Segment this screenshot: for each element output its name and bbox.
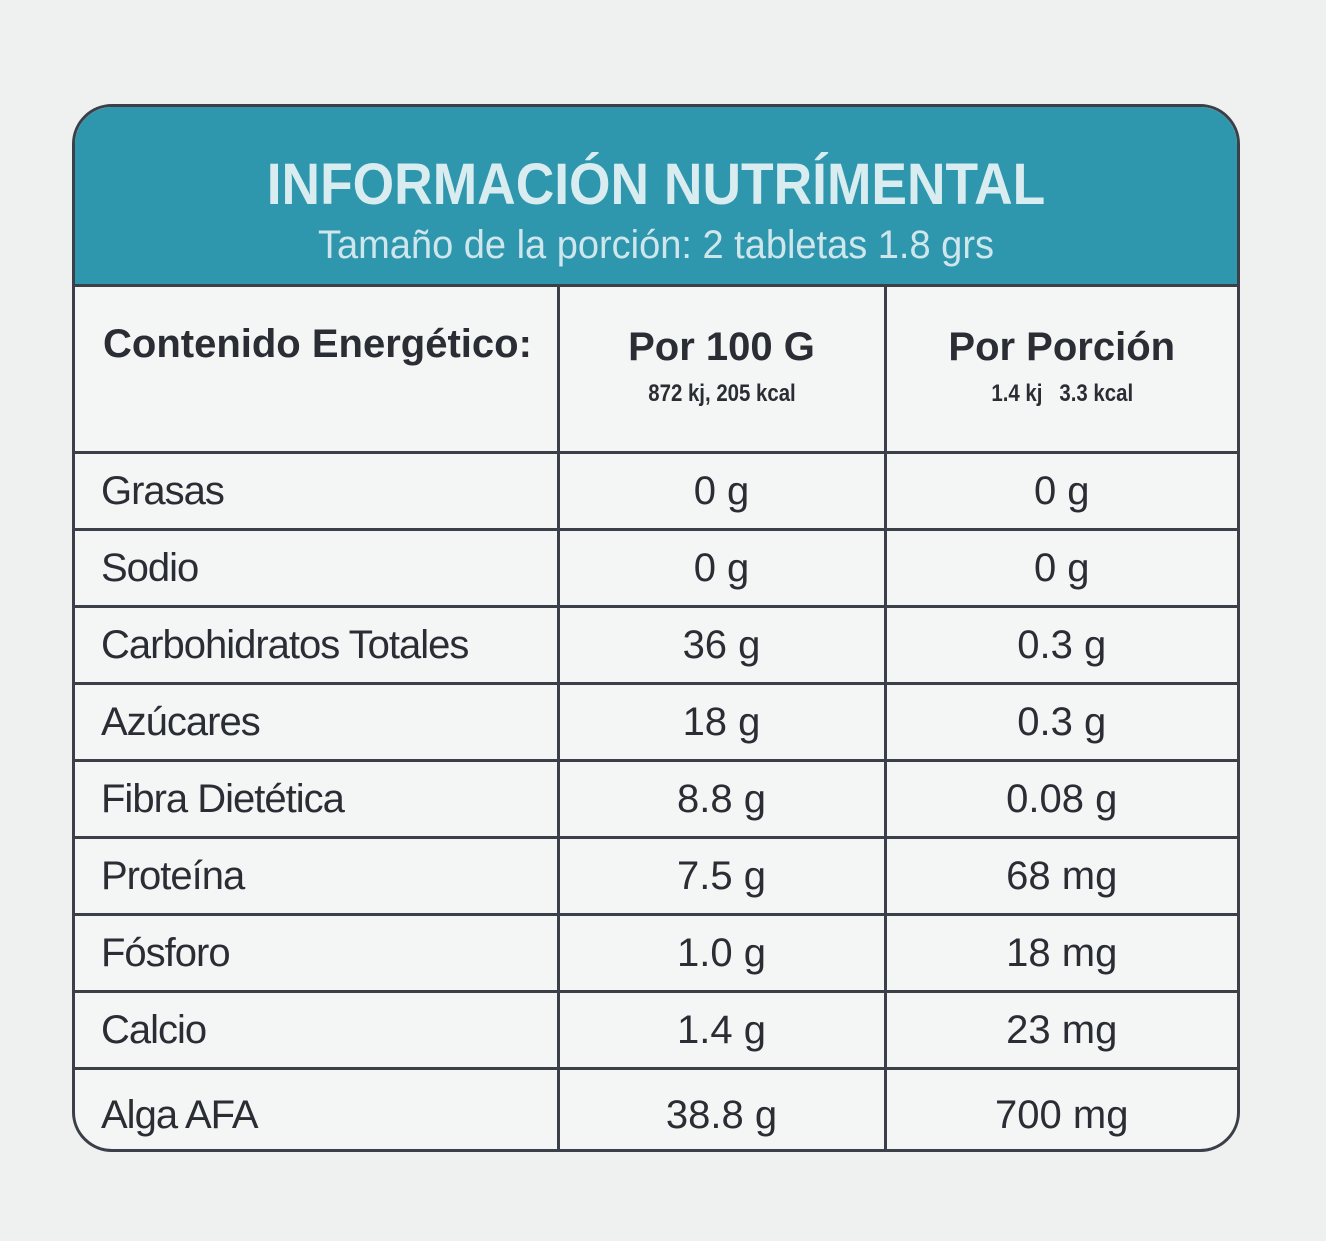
per100-value: 8.8 g [556, 759, 887, 839]
perserving-value: 18 mg [883, 913, 1237, 993]
nutrient-name: Proteína [75, 836, 560, 916]
perserving-energy: 1.4 kj 3.3 kcal [990, 380, 1133, 407]
per100-value: 1.0 g [556, 913, 887, 993]
nutrient-name: Alga AFA [75, 1067, 560, 1149]
per100-value: 1.4 g [556, 990, 887, 1070]
nutrient-name: Fibra Dietética [75, 759, 560, 839]
serving-size: Tamaño de la porción: 2 tabletas 1.8 grs [318, 223, 994, 267]
per100-energy: 872 kj, 205 kcal [647, 380, 796, 407]
per100-value: 18 g [556, 682, 887, 762]
per100-value: 7.5 g [556, 836, 887, 916]
label-header: INFORMACIÓN NUTRÍMENTAL Tamaño de la por… [75, 107, 1237, 287]
nutrient-name: Carbohidratos Totales [75, 605, 560, 685]
nutrition-label: INFORMACIÓN NUTRÍMENTAL Tamaño de la por… [72, 104, 1240, 1152]
nutrient-name: Azúcares [75, 682, 560, 762]
nutrient-name: Calcio [75, 990, 560, 1070]
per100-value: 0 g [556, 528, 887, 608]
perserving-value: 0.08 g [883, 759, 1237, 839]
perserving-value: 0 g [883, 528, 1237, 608]
table-row: Azúcares 18 g 0.3 g [75, 682, 1237, 762]
nutrition-table: Contenido Energético: Por 100 G 872 kj, … [75, 284, 1237, 1149]
table-row: Calcio 1.4 g 23 mg [75, 990, 1237, 1070]
table-row: Proteína 7.5 g 68 mg [75, 836, 1237, 916]
table-row: Fibra Dietética 8.8 g 0.08 g [75, 759, 1237, 839]
table-row: Fósforo 1.0 g 18 mg [75, 913, 1237, 993]
per100-value: 0 g [556, 451, 887, 531]
per100-label: Por 100 G [628, 325, 815, 369]
table-row: Sodio 0 g 0 g [75, 528, 1237, 608]
table-row: Carbohidratos Totales 36 g 0.3 g [75, 605, 1237, 685]
label-title: INFORMACIÓN NUTRÍMENTAL [266, 152, 1046, 217]
perserving-value: 700 mg [883, 1067, 1237, 1149]
nutrient-name: Sodio [75, 528, 560, 608]
per100-header: Por 100 G 872 kj, 205 kcal [556, 284, 887, 454]
perserving-value: 0 g [883, 451, 1237, 531]
table-header-row: Contenido Energético: Por 100 G 872 kj, … [75, 284, 1237, 454]
per100-value: 38.8 g [556, 1067, 887, 1149]
nutrient-name: Grasas [75, 451, 560, 531]
per100-value: 36 g [556, 605, 887, 685]
energy-label: Contenido Energético: [75, 284, 560, 454]
table-row: Alga AFA 38.8 g 700 mg [75, 1067, 1237, 1149]
perserving-label: Por Porción [948, 325, 1176, 369]
perserving-value: 0.3 g [883, 682, 1237, 762]
nutrient-name: Fósforo [75, 913, 560, 993]
perserving-header: Por Porción 1.4 kj 3.3 kcal [883, 284, 1237, 454]
perserving-value: 23 mg [883, 990, 1237, 1070]
perserving-value: 68 mg [883, 836, 1237, 916]
table-row: Grasas 0 g 0 g [75, 451, 1237, 531]
perserving-value: 0.3 g [883, 605, 1237, 685]
